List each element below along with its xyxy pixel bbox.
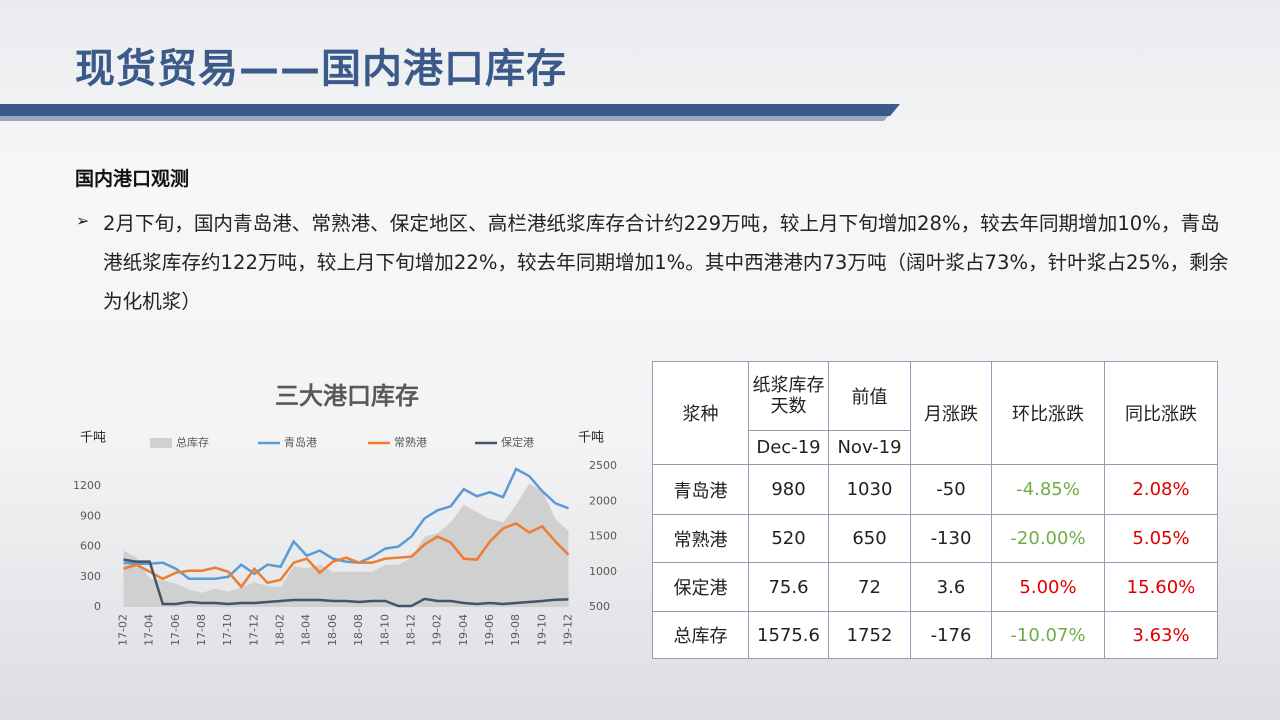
table-cell: 1575.6 (748, 611, 829, 659)
x-tick-label: 18-06 (326, 614, 339, 646)
table-cell: 520 (748, 514, 829, 563)
y2-tick-label: 2000 (589, 494, 617, 507)
table-cell: -130 (910, 514, 992, 563)
subheader-cell: Nov-19 (828, 430, 911, 465)
title-bar (0, 104, 900, 116)
table-cell: 5.05% (1104, 514, 1218, 563)
table-cell: 72 (828, 562, 911, 612)
x-tick-label: 17-12 (247, 614, 260, 646)
y2-axis-label: 千吨 (578, 431, 604, 446)
line (123, 558, 569, 608)
table-cell: 总库存 (652, 611, 749, 659)
area (123, 483, 569, 607)
table-row: 青岛港 980 1030 -50 -4.85% 2.08% (652, 464, 1218, 515)
y-tick-label: 600 (80, 540, 101, 553)
x-tick-label: 18-02 (274, 614, 287, 646)
x-tick-label: 19-02 (431, 614, 444, 646)
y-tick-label: 900 (80, 509, 101, 522)
table-row: 保定港 75.6 72 3.6 5.00% 15.60% (652, 562, 1218, 612)
x-tick-label: 17-06 (169, 614, 182, 646)
header-cell: 浆种 (652, 361, 749, 465)
legend-label: 常熟港 (394, 435, 427, 449)
y-axis-label: 千吨 (80, 431, 106, 446)
legend-label: 青岛港 (284, 435, 317, 449)
chart: 三大港口库存 千吨 千吨 0 300 600 900 1200 500 1000 1500 20… (73, 382, 617, 646)
table-cell: 2.08% (1104, 464, 1218, 515)
header-cell: 同比涨跌 (1104, 361, 1218, 465)
header-cell: 环比涨跌 (991, 361, 1105, 465)
y-tick-label: 300 (80, 570, 101, 583)
bullet: ➢ (76, 211, 90, 230)
table-cell: 常熟港 (652, 514, 749, 563)
table-cell: 3.6 (910, 562, 992, 612)
x-tick-label: 19-04 (457, 614, 470, 646)
line (123, 522, 570, 589)
x-tick-label: 19-12 (561, 614, 574, 646)
table-cell: -10.07% (991, 611, 1105, 659)
table-cell: 3.63% (1104, 611, 1218, 659)
table-cell: -20.00% (991, 514, 1105, 563)
table-cell: 5.00% (991, 562, 1105, 612)
legend-label: 保定港 (501, 435, 534, 449)
legend-label: 总库存 (176, 435, 209, 449)
table-cell: 75.6 (748, 562, 829, 612)
x-tick-label: 19-10 (535, 614, 548, 646)
y2-tick-label: 500 (589, 600, 610, 613)
legend-swatch (150, 438, 172, 448)
x-tick-label: 19-08 (509, 614, 522, 646)
table-cell: 650 (828, 514, 911, 563)
y2-tick-label: 1000 (589, 565, 617, 578)
table-cell: 980 (748, 464, 829, 515)
x-tick-label: 18-08 (352, 614, 365, 646)
y2-tick-label: 1500 (589, 530, 617, 543)
table-cell: -4.85% (991, 464, 1105, 515)
header-cell: 纸浆库存天数 (748, 361, 829, 431)
subheader-cell: Dec-19 (748, 430, 829, 465)
table-cell: 保定港 (652, 562, 749, 612)
x-tick-label: 18-10 (378, 614, 391, 646)
title-bar-shadow (0, 116, 888, 121)
header-cell: 前值 (828, 361, 911, 431)
x-tick-label: 17-04 (143, 614, 156, 646)
table-cell: 青岛港 (652, 464, 749, 515)
slide-title: 现货贸易——国内港口库存 (75, 46, 567, 92)
line (123, 467, 569, 581)
table-cell: 1030 (828, 464, 911, 515)
table-cell: 15.60% (1104, 562, 1218, 612)
x-tick-label: 18-04 (300, 614, 313, 646)
x-tick-label: 19-06 (483, 614, 496, 646)
chart-title: 三大港口库存 (275, 382, 419, 410)
x-tick-label: 17-08 (195, 614, 208, 646)
x-tick-label: 17-02 (117, 614, 130, 646)
table-cell: 1752 (828, 611, 911, 659)
table: 浆种 纸浆库存天数 前值 月涨跌 环比涨跌 同比涨跌 Dec-19 Nov-19… (652, 361, 1218, 659)
table-row: 常熟港 520 650 -130 -20.00% 5.05% (652, 514, 1218, 563)
table-row: 总库存 1575.6 1752 -176 -10.07% 3.63% (652, 611, 1218, 659)
y-tick-label: 1200 (73, 479, 101, 492)
paragraph: 2月下旬，国内青岛港、常熟港、保定地区、高栏港纸浆库存合计约229万吨，较上月下… (103, 212, 1229, 313)
header-cell: 月涨跌 (910, 361, 992, 465)
table-cell: -50 (910, 464, 992, 515)
y-tick-label: 0 (94, 600, 101, 613)
y2-tick-label: 2500 (589, 459, 617, 472)
x-tick-label: 18-12 (404, 614, 417, 646)
table-cell: -176 (910, 611, 992, 659)
section-title: 国内港口观测 (75, 168, 190, 190)
x-tick-label: 17-10 (221, 614, 234, 646)
